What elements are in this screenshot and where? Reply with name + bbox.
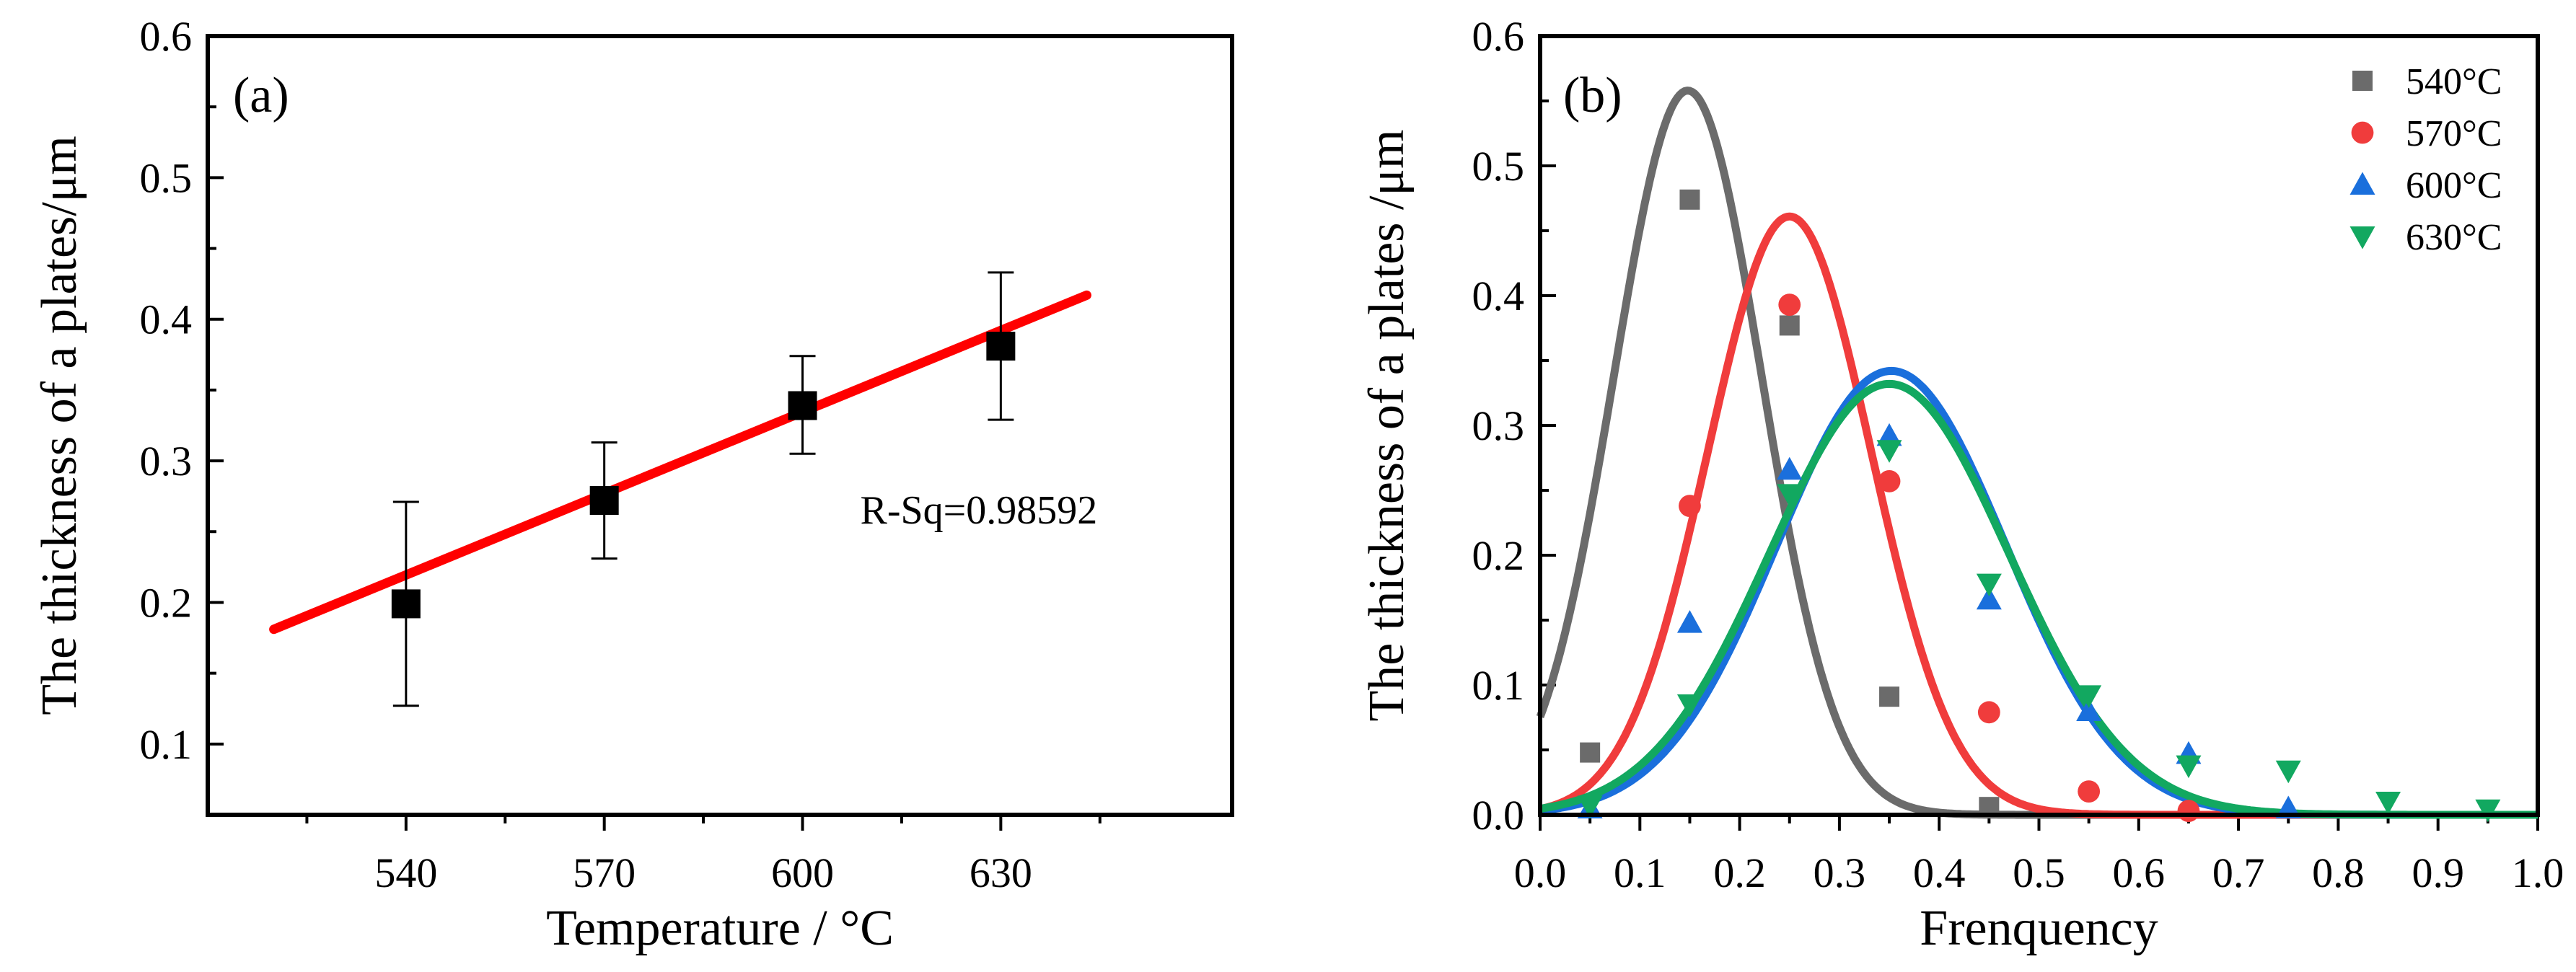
panel-a-data-point — [986, 332, 1016, 361]
panel-b-point-series-2 — [1977, 701, 2000, 724]
panel-b-marks: 0.0 0.1 0.2 0.3 0.4 0.5 0.6 0.0 0.1 0.2 0.3 0.4 0.5 0… — [1472, 13, 2564, 896]
panel-a-data-point — [391, 589, 421, 619]
panel-b-x-tick-label: 0.0 — [1514, 849, 1567, 896]
panel-b-legend-label: 570°C — [2406, 113, 2502, 154]
panel-a: 0.1 0.2 0.3 0.4 0.5 0.6 540 570 600 630 (a) R-Sq=… — [32, 13, 1234, 956]
panel-a-fit-line — [269, 290, 1091, 635]
panel-b-point-series-2 — [1878, 470, 1901, 492]
panel-b-point-series-3 — [1976, 586, 2002, 610]
panel-b-x-axis-label: Frenquency — [1920, 901, 2158, 956]
panel-b-point-series-4 — [1777, 484, 1803, 507]
panel-a-x-tick-label: 540 — [374, 849, 437, 896]
panel-a-data-point — [788, 391, 817, 420]
panel-b-x-tick-label: 0.9 — [2412, 849, 2464, 896]
panel-b-point-series-4 — [1577, 795, 1603, 818]
panel-b-point-series-3 — [2076, 698, 2102, 721]
panel-b-point-series-1 — [1779, 315, 1800, 336]
panel-b-y-tick-label: 0.1 — [1472, 662, 1525, 709]
panel-b-frame — [1538, 34, 2540, 817]
panel-b-x-tick-label: 0.4 — [1913, 849, 1966, 896]
panel-b-fit-curve-4 — [1539, 379, 2539, 819]
panel-b-x-tick-label: 0.8 — [2312, 849, 2365, 896]
panel-b-fit-curve-3 — [1539, 366, 2539, 819]
panel-a-y-tick-label: 0.5 — [140, 154, 193, 201]
panel-b-x-tick-label: 0.7 — [2212, 849, 2265, 896]
panel-a-frame — [206, 34, 1234, 817]
panel-a-y-tick-label: 0.1 — [140, 721, 193, 768]
panel-b-legend-label: 540°C — [2406, 61, 2502, 102]
panel-b-y-tick-label: 0.4 — [1472, 273, 1525, 319]
panel-b-y-tick-label: 0.0 — [1472, 792, 1525, 839]
panel-a-letter: (a) — [233, 68, 289, 123]
panel-b-y-tick-label: 0.3 — [1472, 402, 1525, 449]
panel-a-x-tick-label: 600 — [771, 849, 834, 896]
panel-b-legend-marker — [2352, 71, 2373, 91]
panel-a-y-axis-label: The thickness of a plates/μm — [32, 136, 87, 715]
panel-a-data-point — [589, 486, 619, 516]
panel-b: 0.0 0.1 0.2 0.3 0.4 0.5 0.6 0.0 0.1 0.2 0.3 0.4 0.5 0… — [1359, 13, 2564, 956]
panel-b-y-axis-label: The thickness of a plates /μm — [1359, 130, 1415, 722]
panel-b-x-tick-label: 1.0 — [2512, 849, 2564, 896]
panel-b-point-series-4 — [2176, 755, 2202, 779]
panel-b-point-series-4 — [2275, 760, 2301, 784]
panel-a-x-tick-label: 630 — [970, 849, 1032, 896]
panel-b-point-series-3 — [1777, 456, 1803, 480]
panel-b-point-series-2 — [1679, 495, 1701, 517]
panel-b-point-series-4 — [1976, 573, 2002, 597]
panel-a-rsq-annotation: R-Sq=0.98592 — [861, 488, 1098, 533]
panel-b-legend-label: 600°C — [2406, 165, 2502, 206]
panel-b-point-series-1 — [1679, 189, 1700, 210]
panel-b-y-tick-label: 0.5 — [1472, 143, 1525, 190]
panel-b-point-series-4 — [2375, 792, 2401, 815]
panel-b-point-series-1 — [1879, 686, 1900, 707]
panel-b-point-series-2 — [2078, 780, 2101, 803]
panel-b-letter: (b) — [1563, 68, 1622, 123]
panel-b-legend: 540°C 570°C 600°C 630°C — [2349, 61, 2502, 258]
panel-b-point-series-1 — [1580, 742, 1601, 763]
panel-b-x-tick-label: 0.3 — [1814, 849, 1866, 896]
panel-b-point-series-2 — [2177, 800, 2200, 822]
panel-a-y-tick-label: 0.3 — [140, 438, 193, 485]
panel-a-y-tick-label: 0.6 — [140, 13, 193, 60]
panel-a-x-axis-label: Temperature / °C — [546, 901, 894, 956]
panel-b-legend-marker — [2351, 121, 2374, 144]
panel-a-marks: 0.1 0.2 0.3 0.4 0.5 0.6 540 570 600 630 — [140, 13, 1102, 896]
panel-b-legend-marker — [2349, 226, 2375, 249]
panel-b-point-series-4 — [1676, 694, 1702, 717]
panel-b-point-series-3 — [1676, 610, 1702, 633]
panel-a-x-tick-label: 570 — [573, 849, 636, 896]
panel-b-legend-marker — [2349, 172, 2375, 195]
panel-b-point-series-4 — [2475, 799, 2501, 823]
panel-b-legend-label: 630°C — [2406, 217, 2502, 258]
panel-b-point-series-4 — [1876, 440, 1902, 463]
panel-b-x-tick-label: 0.2 — [1713, 849, 1766, 896]
panel-b-y-tick-label: 0.6 — [1472, 13, 1525, 60]
panel-a-y-tick-label: 0.2 — [140, 579, 193, 626]
panel-b-point-series-2 — [1778, 293, 1801, 316]
panel-b-x-tick-label: 0.5 — [2013, 849, 2065, 896]
panel-b-x-tick-label: 0.6 — [2113, 849, 2166, 896]
panel-a-y-tick-label: 0.4 — [140, 296, 193, 343]
panel-b-x-tick-label: 0.1 — [1614, 849, 1666, 896]
panel-b-y-tick-label: 0.2 — [1472, 532, 1525, 579]
panel-b-point-series-4 — [2076, 685, 2102, 708]
